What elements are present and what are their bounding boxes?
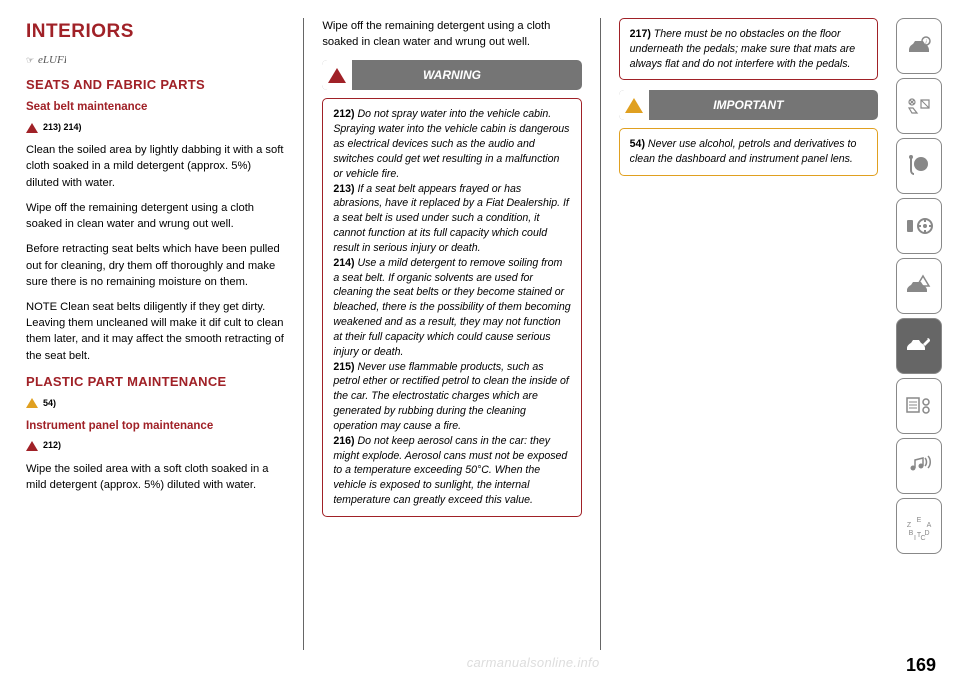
ref-number: 212) [333, 108, 354, 120]
ref-number: 214) [333, 257, 354, 269]
warning-banner: WARNING [322, 60, 581, 90]
warning-triangle-icon [26, 123, 38, 133]
warning-box: 217) There must be no obstacles on the f… [619, 18, 878, 80]
specs-icon [903, 390, 935, 422]
banner-label: IMPORTANT [649, 97, 878, 114]
airbag-icon [903, 150, 935, 182]
tab-specs[interactable] [896, 378, 942, 434]
footer: carmanualsonline.info 169 [0, 655, 960, 676]
elufi-logo: ☞ eLUFI [26, 52, 285, 66]
warning-ref-213-214: 213) 214) [26, 121, 285, 134]
svg-text:I: I [914, 535, 916, 542]
column-separator [600, 18, 601, 650]
ref-number: 213) [333, 183, 354, 195]
car-info-icon: i [903, 30, 935, 62]
important-banner: IMPORTANT [619, 90, 878, 120]
column-1: INTERIORS ☞ eLUFI SEATS AND FABRIC PARTS… [26, 18, 285, 650]
tab-starting[interactable] [896, 198, 942, 254]
car-wrench-icon [903, 330, 935, 362]
warning-text: Do not spray water into the vehicle cabi… [333, 108, 569, 179]
svg-text:A: A [927, 522, 932, 529]
heading-seatbelt-maintenance: Seat belt maintenance [26, 99, 285, 116]
side-nav: i EZABDICT [896, 18, 942, 650]
ref-number: 216) [333, 435, 354, 447]
important-box: 54) Never use alcohol, petrols and deriv… [619, 128, 878, 176]
paragraph: Wipe the soiled area with a soft cloth s… [26, 461, 285, 493]
warning-triangle-icon [328, 68, 346, 83]
heading-plastic-maintenance: PLASTIC PART MAINTENANCE [26, 373, 285, 392]
heading-seats-fabric: SEATS AND FABRIC PARTS [26, 76, 285, 95]
svg-text:☞: ☞ [26, 55, 34, 65]
paragraph: Before retracting seat belts which have … [26, 241, 285, 290]
tab-intro[interactable]: i [896, 18, 942, 74]
banner-icon-corner [619, 90, 649, 120]
key-steering-icon [903, 210, 935, 242]
column-separator [303, 18, 304, 650]
banner-label: WARNING [352, 67, 581, 84]
tab-emergency[interactable] [896, 258, 942, 314]
warning-text: Use a mild detergent to remove soiling f… [333, 257, 570, 358]
ref-number: 217) [630, 28, 651, 40]
important-triangle-icon [26, 398, 38, 408]
watermark: carmanualsonline.info [467, 655, 600, 670]
paragraph: Wipe off the remaining detergent using a… [322, 18, 581, 50]
paragraph: NOTE Clean seat belts diligently if they… [26, 299, 285, 364]
important-ref-54: 54) [26, 397, 285, 410]
warning-box: 212) Do not spray water into the vehicle… [322, 98, 581, 516]
column-2: Wipe off the remaining detergent using a… [322, 18, 581, 650]
car-hazard-icon [903, 270, 935, 302]
svg-text:C: C [920, 535, 925, 542]
warning-triangle-icon [26, 441, 38, 451]
dashboard-icon [903, 90, 935, 122]
svg-text:T: T [917, 532, 922, 539]
important-text: Never use alcohol, petrols and derivativ… [630, 138, 857, 165]
warning-text: There must be no obstacles on the floor … [630, 28, 856, 70]
page-number: 169 [906, 655, 936, 676]
svg-text:eLUFI: eLUFI [38, 54, 66, 66]
page-content: INTERIORS ☞ eLUFI SEATS AND FABRIC PARTS… [0, 0, 960, 650]
svg-text:B: B [909, 530, 914, 537]
tab-multimedia[interactable] [896, 438, 942, 494]
warning-text: Do not keep aerosol cans in the car: the… [333, 435, 567, 506]
tab-dashboard[interactable] [896, 78, 942, 134]
ref-text: 213) 214) [43, 121, 82, 134]
warning-text: If a seat belt appears frayed or has abr… [333, 183, 569, 254]
tab-safety[interactable] [896, 138, 942, 194]
multimedia-icon [903, 450, 935, 482]
warning-ref-212: 212) [26, 439, 285, 452]
page-title: INTERIORS [26, 18, 285, 46]
ref-text: 212) [43, 439, 61, 452]
svg-text:E: E [917, 517, 922, 524]
tab-index[interactable]: EZABDICT [896, 498, 942, 554]
paragraph: Wipe off the remaining detergent using a… [26, 200, 285, 232]
banner-icon-corner [322, 60, 352, 90]
ref-number: 54) [630, 138, 645, 150]
index-icon: EZABDICT [903, 510, 935, 542]
svg-text:Z: Z [907, 522, 912, 529]
heading-instrument-panel: Instrument panel top maintenance [26, 418, 285, 435]
ref-number: 215) [333, 361, 354, 373]
tab-maintenance[interactable] [896, 318, 942, 374]
ref-text: 54) [43, 397, 56, 410]
important-triangle-icon [625, 98, 643, 113]
paragraph: Clean the soiled area by lightly dabbing… [26, 142, 285, 191]
warning-text: Never use flammable products, such as pe… [333, 361, 569, 432]
column-3: 217) There must be no obstacles on the f… [619, 18, 878, 650]
